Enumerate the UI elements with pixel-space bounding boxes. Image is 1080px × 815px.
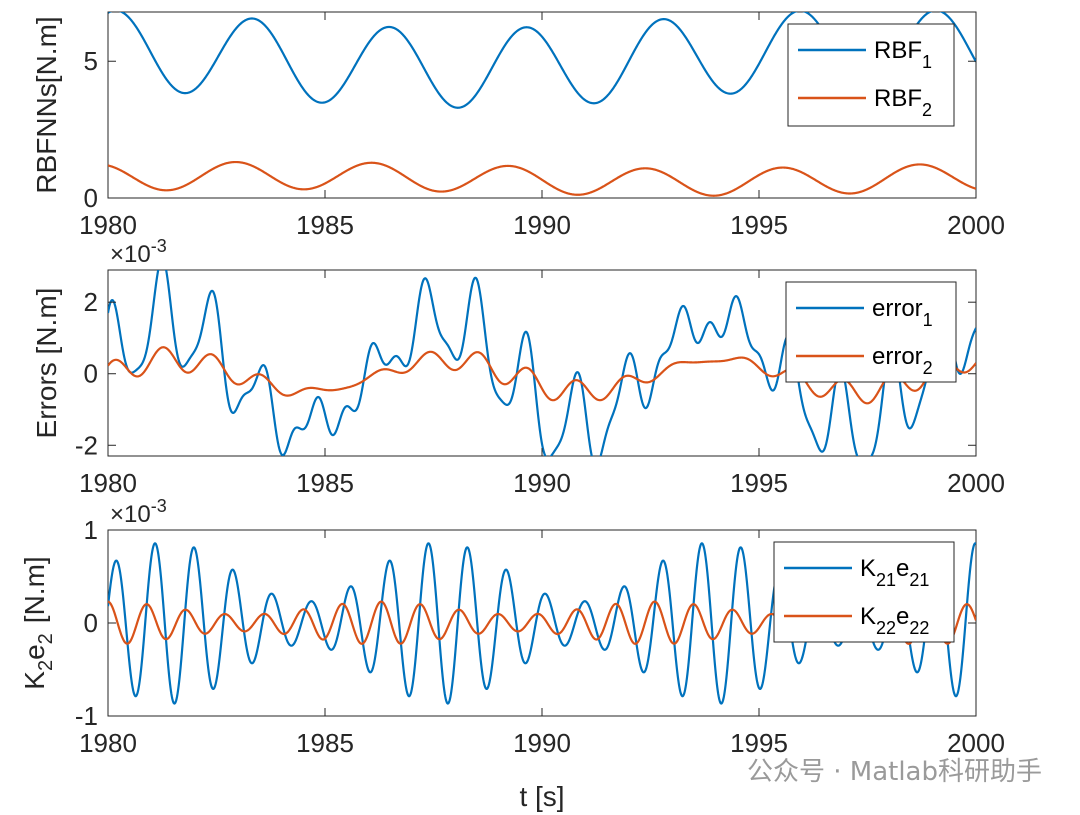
- k2e2-y-axis-label: K2e2[N.m]: [19, 556, 57, 689]
- errors-legend-label-1: error1: [872, 295, 933, 330]
- rbf-ytick-label: 0: [84, 183, 98, 213]
- rbf-y-axis-label: RBFNNs[N.m]: [31, 16, 62, 193]
- rbf-xtick-label: 1995: [730, 210, 788, 240]
- errors-xtick-label: 2000: [947, 468, 1005, 498]
- errors-xtick-label: 1995: [730, 468, 788, 498]
- rbf-xtick-label: 2000: [947, 210, 1005, 240]
- rbf-legend-label-1: RBF1: [874, 37, 932, 72]
- k2e2-legend-label-2: K22e22: [860, 603, 929, 638]
- rbf-xtick-label: 1985: [296, 210, 354, 240]
- errors-panel: 1980 1985 1990 1995 2000 -2 0 2 ×10-3 Errors [N…: [31, 236, 1005, 498]
- k2e2-panel: 1980 1985 1990 1995 2000 -1 0 1 ×10-3 K2e2[N.m]…: [19, 496, 1005, 812]
- errors-legend-label-2: error2: [872, 343, 933, 378]
- rbf-panel: 1980 1985 1990 1995 2000 0 5 RBFNNs[N.m] RBF1 R…: [31, 11, 1005, 240]
- watermark-text: 公众号 · Matlab科研助手: [747, 757, 1042, 787]
- k2e2-ytick-label: 1: [84, 515, 98, 545]
- k2e2-xtick-label: 1990: [513, 728, 571, 758]
- k2e2-xtick-label: 1980: [79, 728, 137, 758]
- errors-series-1-line: [108, 270, 976, 456]
- k2e2-xtick-label: 2000: [947, 728, 1005, 758]
- errors-ytick-label: 2: [84, 287, 98, 317]
- rbf-xtick-label: 1980: [79, 210, 137, 240]
- errors-xtick-label: 1980: [79, 468, 137, 498]
- rbf-legend-box: [787, 23, 955, 127]
- errors-series-2-line: [108, 346, 976, 405]
- rbf-series-2-line: [108, 160, 976, 197]
- rbf-legend-label-2: RBF2: [874, 85, 932, 120]
- rbf-xtick-label: 1990: [513, 210, 571, 240]
- x-axis-label: t [s]: [519, 781, 564, 812]
- k2e2-xtick-label: 1995: [730, 728, 788, 758]
- k2e2-xtick-label: 1985: [296, 728, 354, 758]
- errors-ytick-label: -2: [75, 430, 98, 460]
- errors-ytick-label: 0: [84, 359, 98, 389]
- errors-y-axis-label: Errors [N.m]: [31, 288, 62, 439]
- errors-multiplier: ×10-3: [110, 236, 167, 268]
- errors-legend-box: [785, 281, 957, 383]
- k2e2-ytick-label: 0: [84, 608, 98, 638]
- errors-xtick-label: 1990: [513, 468, 571, 498]
- k2e2-ytick-label: -1: [75, 701, 98, 731]
- k2e2-multiplier: ×10-3: [110, 496, 167, 528]
- k2e2-legend-box: [773, 541, 955, 643]
- errors-xtick-label: 1985: [296, 468, 354, 498]
- rbf-ytick-label: 5: [84, 46, 98, 76]
- k2e2-legend-label-1: K21e21: [860, 555, 929, 590]
